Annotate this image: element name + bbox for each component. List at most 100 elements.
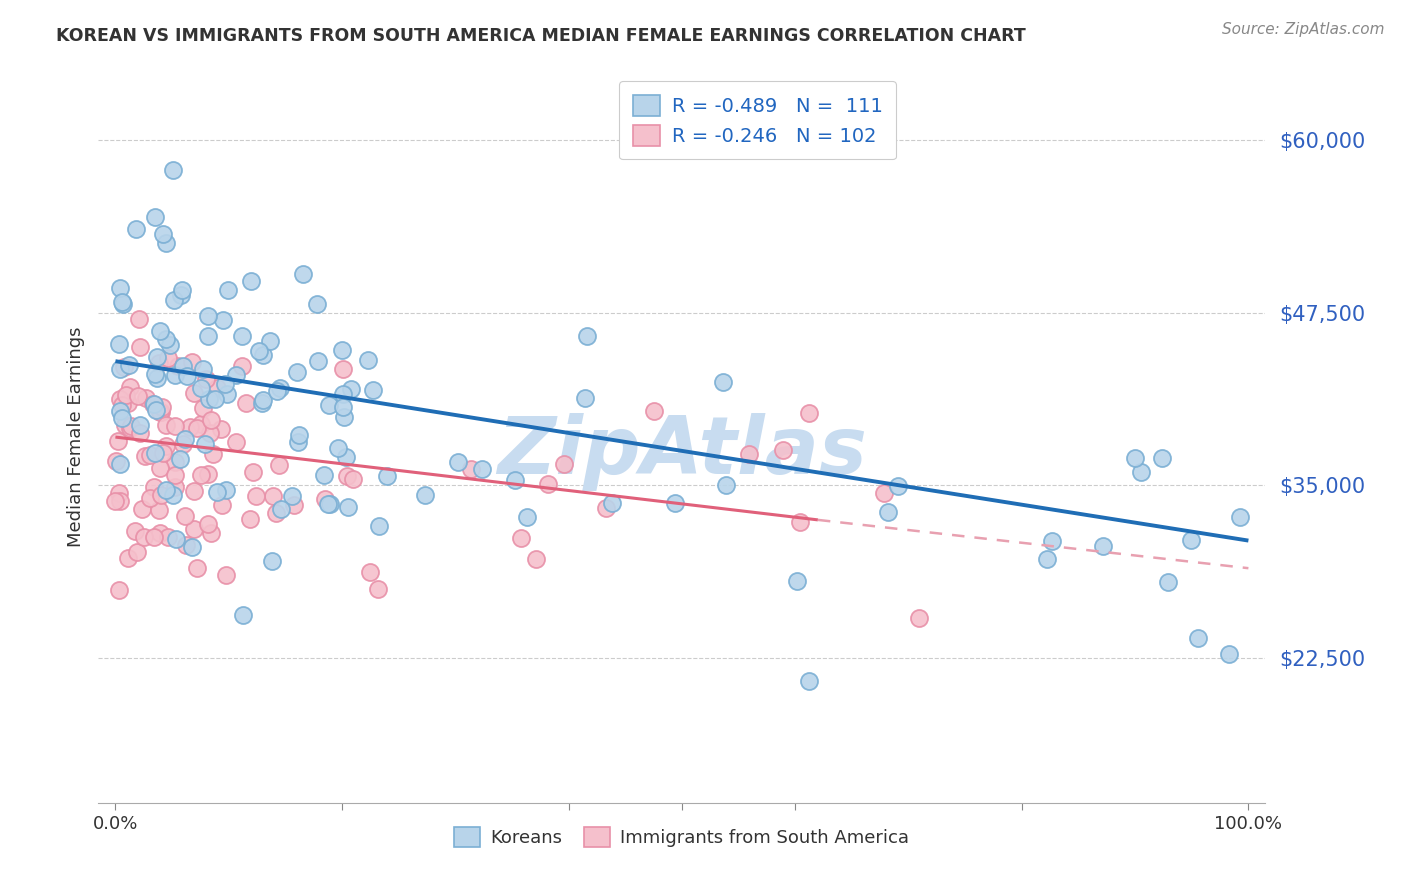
Point	[509, 532, 531, 546]
Point	[799, 673, 821, 688]
Point	[108, 582, 131, 597]
Point	[118, 358, 141, 372]
Point	[157, 530, 180, 544]
Point	[269, 382, 291, 396]
Legend: Koreans, Immigrants from South America: Koreans, Immigrants from South America	[446, 818, 918, 856]
Point	[127, 388, 149, 402]
Point	[165, 455, 187, 469]
Point	[1130, 465, 1153, 479]
Point	[143, 367, 166, 381]
Point	[148, 503, 170, 517]
Point	[111, 398, 134, 412]
Point	[194, 372, 217, 386]
Text: Source: ZipAtlas.com: Source: ZipAtlas.com	[1222, 22, 1385, 37]
Point	[266, 384, 288, 399]
Point	[242, 465, 264, 479]
Point	[314, 491, 336, 506]
Point	[115, 388, 138, 402]
Point	[176, 369, 198, 384]
Point	[120, 421, 142, 435]
Point	[361, 383, 384, 397]
Point	[772, 443, 794, 458]
Point	[155, 483, 177, 498]
Point	[307, 354, 329, 368]
Point	[111, 295, 134, 310]
Point	[145, 371, 167, 385]
Point	[553, 457, 575, 471]
Point	[250, 395, 273, 409]
Point	[316, 496, 339, 510]
Point	[173, 433, 195, 447]
Point	[149, 461, 172, 475]
Point	[318, 398, 340, 412]
Point	[413, 488, 436, 502]
Point	[135, 391, 157, 405]
Point	[262, 553, 284, 567]
Point	[1187, 631, 1209, 645]
Point	[215, 483, 238, 497]
Point	[711, 375, 734, 389]
Point	[340, 382, 363, 396]
Point	[155, 236, 177, 251]
Point	[283, 498, 305, 512]
Point	[536, 476, 558, 491]
Point	[146, 350, 169, 364]
Point	[107, 434, 129, 448]
Point	[197, 516, 219, 531]
Point	[163, 293, 186, 307]
Point	[887, 479, 910, 493]
Point	[602, 496, 624, 510]
Point	[152, 227, 174, 241]
Point	[574, 392, 596, 406]
Point	[247, 343, 270, 358]
Point	[280, 490, 302, 504]
Point	[120, 419, 142, 434]
Point	[150, 400, 173, 414]
Point	[505, 474, 527, 488]
Point	[108, 392, 131, 407]
Point	[183, 522, 205, 536]
Point	[314, 468, 336, 483]
Point	[193, 401, 215, 416]
Point	[174, 538, 197, 552]
Point	[104, 453, 127, 467]
Point	[145, 403, 167, 417]
Point	[332, 387, 354, 401]
Point	[1157, 575, 1180, 590]
Point	[190, 417, 212, 432]
Point	[446, 455, 468, 469]
Point	[460, 462, 482, 476]
Point	[240, 274, 263, 288]
Point	[149, 405, 172, 419]
Point	[165, 479, 187, 493]
Point	[108, 494, 131, 508]
Point	[143, 480, 166, 494]
Point	[357, 353, 380, 368]
Point	[209, 422, 232, 436]
Point	[163, 419, 186, 434]
Point	[124, 524, 146, 538]
Point	[152, 446, 174, 460]
Point	[112, 360, 135, 375]
Point	[239, 512, 262, 526]
Point	[174, 509, 197, 524]
Point	[197, 467, 219, 481]
Point	[205, 485, 228, 500]
Point	[169, 452, 191, 467]
Point	[516, 509, 538, 524]
Point	[104, 494, 127, 508]
Point	[908, 611, 931, 625]
Point	[129, 425, 152, 440]
Point	[291, 267, 314, 281]
Point	[129, 340, 152, 354]
Point	[259, 334, 281, 348]
Point	[288, 428, 311, 442]
Point	[181, 541, 204, 555]
Point	[270, 502, 292, 516]
Point	[172, 359, 194, 373]
Point	[231, 329, 253, 343]
Point	[214, 568, 236, 582]
Y-axis label: Median Female Earnings: Median Female Earnings	[66, 326, 84, 548]
Point	[200, 525, 222, 540]
Point	[165, 532, 187, 546]
